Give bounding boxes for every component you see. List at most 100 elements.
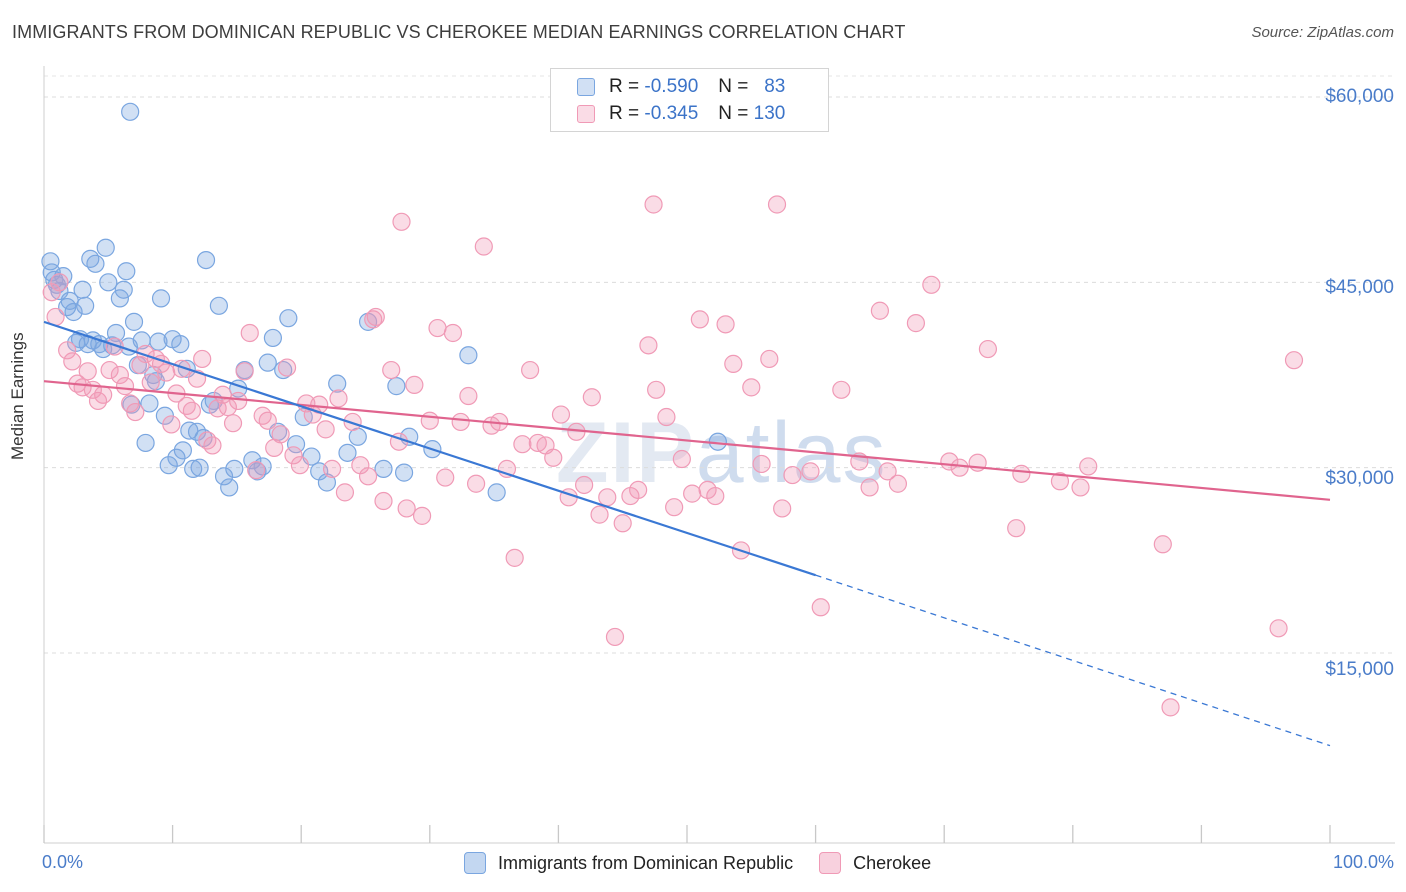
data-point-cherokee [644, 195, 663, 214]
data-point-cherokee [405, 375, 424, 394]
data-point-cherokee [1007, 519, 1026, 538]
data-point-cherokee [436, 468, 455, 487]
data-point-dominican [263, 328, 283, 348]
data-point-cherokee [428, 318, 447, 338]
data-point-dominican [317, 473, 337, 492]
data-point-dominican [140, 394, 159, 413]
data-point-dominican [258, 353, 277, 372]
data-point-cherokee [253, 406, 272, 425]
data-point-dominican [96, 238, 115, 257]
data-point-dominican [279, 309, 298, 328]
data-point-dominican [114, 280, 133, 299]
data-point-cherokee [672, 449, 691, 469]
data-point-cherokee [110, 365, 129, 385]
trend-lines [43, 320, 1331, 747]
data-point-cherokee [1012, 464, 1031, 483]
x-axis-max-label: 100.0% [1332, 852, 1394, 872]
data-point-cherokee [647, 380, 666, 399]
data-point-cherokee [466, 474, 486, 493]
data-point-cherokee [322, 459, 342, 479]
data-point-cherokee [94, 385, 113, 404]
series-legend: Immigrants from Dominican Republic Chero… [464, 852, 957, 874]
data-point-cherokee [870, 301, 890, 320]
data-point-cherokee [229, 391, 248, 411]
data-point-dominican [106, 323, 126, 343]
correlation-legend: R = -0.590 N = 83 R = -0.345 N = 130 [550, 68, 829, 132]
data-point-cherokee [316, 420, 335, 439]
series-dominican-republic [41, 102, 727, 502]
data-point-cherokee [335, 483, 355, 502]
data-point-dominican [86, 254, 105, 273]
trend-line-dominican [43, 320, 816, 577]
data-point-cherokee [115, 377, 135, 396]
data-point-cherokee [203, 436, 222, 455]
data-point-cherokee [343, 412, 362, 432]
data-point-cherokee [223, 414, 243, 433]
data-point-cherokee [1284, 351, 1304, 370]
x-axis-min-label: 0.0% [42, 852, 84, 872]
data-point-dominican [110, 289, 129, 308]
data-point-cherokee [100, 360, 119, 380]
data-point-cherokee [63, 352, 82, 371]
data-point-dominican [73, 280, 92, 299]
axes [43, 66, 1395, 844]
legend-swatch-pink [577, 105, 595, 123]
data-point-dominican [117, 262, 136, 281]
data-point-dominican [220, 478, 239, 497]
data-point-dominican [151, 289, 171, 308]
data-point-cherokee [665, 498, 684, 517]
legend-item-cherokee[interactable]: Cherokee [819, 852, 931, 874]
data-point-cherokee [58, 341, 77, 360]
data-point-cherokee [141, 373, 160, 392]
data-point-dominican [136, 433, 155, 453]
data-point-dominican [459, 346, 478, 365]
data-point-cherokee [639, 336, 658, 355]
trend-line-cherokee [43, 380, 1331, 501]
data-point-dominican [64, 302, 83, 322]
data-point-dominican [243, 451, 262, 470]
y-tick-label: $30,000 [1325, 468, 1394, 489]
data-point-cherokee [1050, 472, 1070, 491]
data-point-cherokee [105, 337, 124, 356]
legend-item-dominican[interactable]: Immigrants from Dominican Republic [464, 852, 793, 874]
data-point-dominican [387, 377, 406, 396]
data-point-cherokee [683, 484, 702, 503]
data-point-cherokee [451, 412, 470, 432]
data-point-cherokee [582, 388, 601, 407]
data-point-cherokee [329, 389, 348, 408]
data-point-cherokee [366, 307, 385, 327]
data-point-cherokee [773, 499, 792, 518]
data-point-cherokee [1071, 478, 1090, 497]
data-point-cherokee [258, 411, 277, 430]
data-point-dominican [171, 335, 190, 354]
data-point-dominican [225, 459, 244, 479]
data-point-cherokee [950, 458, 969, 477]
data-point-cherokee [136, 344, 155, 364]
y-axis-label: Median Earnings [8, 332, 27, 460]
data-point-cherokee [613, 514, 632, 533]
data-point-cherokee [752, 454, 771, 474]
data-point-dominican [394, 463, 414, 482]
data-point-cherokee [832, 380, 851, 399]
data-point-cherokee [1161, 698, 1180, 717]
legend-swatch-blue [577, 78, 595, 96]
source-credit: Source: ZipAtlas.com [1251, 24, 1394, 41]
data-point-cherokee [724, 354, 743, 373]
chart-title: IMMIGRANTS FROM DOMINICAN REPUBLIC VS CH… [12, 22, 906, 42]
data-point-dominican [328, 374, 347, 393]
data-point-cherokee [811, 598, 830, 617]
data-point-dominican [167, 448, 186, 467]
data-point-cherokee [290, 456, 310, 475]
data-point-cherokee [374, 491, 393, 511]
y-tick-label: $45,000 [1325, 277, 1394, 298]
data-point-cherokee [801, 462, 820, 481]
data-point-cherokee [177, 396, 196, 415]
data-point-dominican [190, 458, 209, 477]
data-point-cherokee [906, 314, 926, 333]
data-point-dominican [286, 435, 306, 454]
legend-r-label: R = [609, 76, 640, 97]
data-point-cherokee [706, 486, 725, 506]
legend-n-label: N = [718, 76, 749, 97]
data-point-dominican [374, 459, 393, 479]
data-point-dominican [124, 312, 144, 331]
